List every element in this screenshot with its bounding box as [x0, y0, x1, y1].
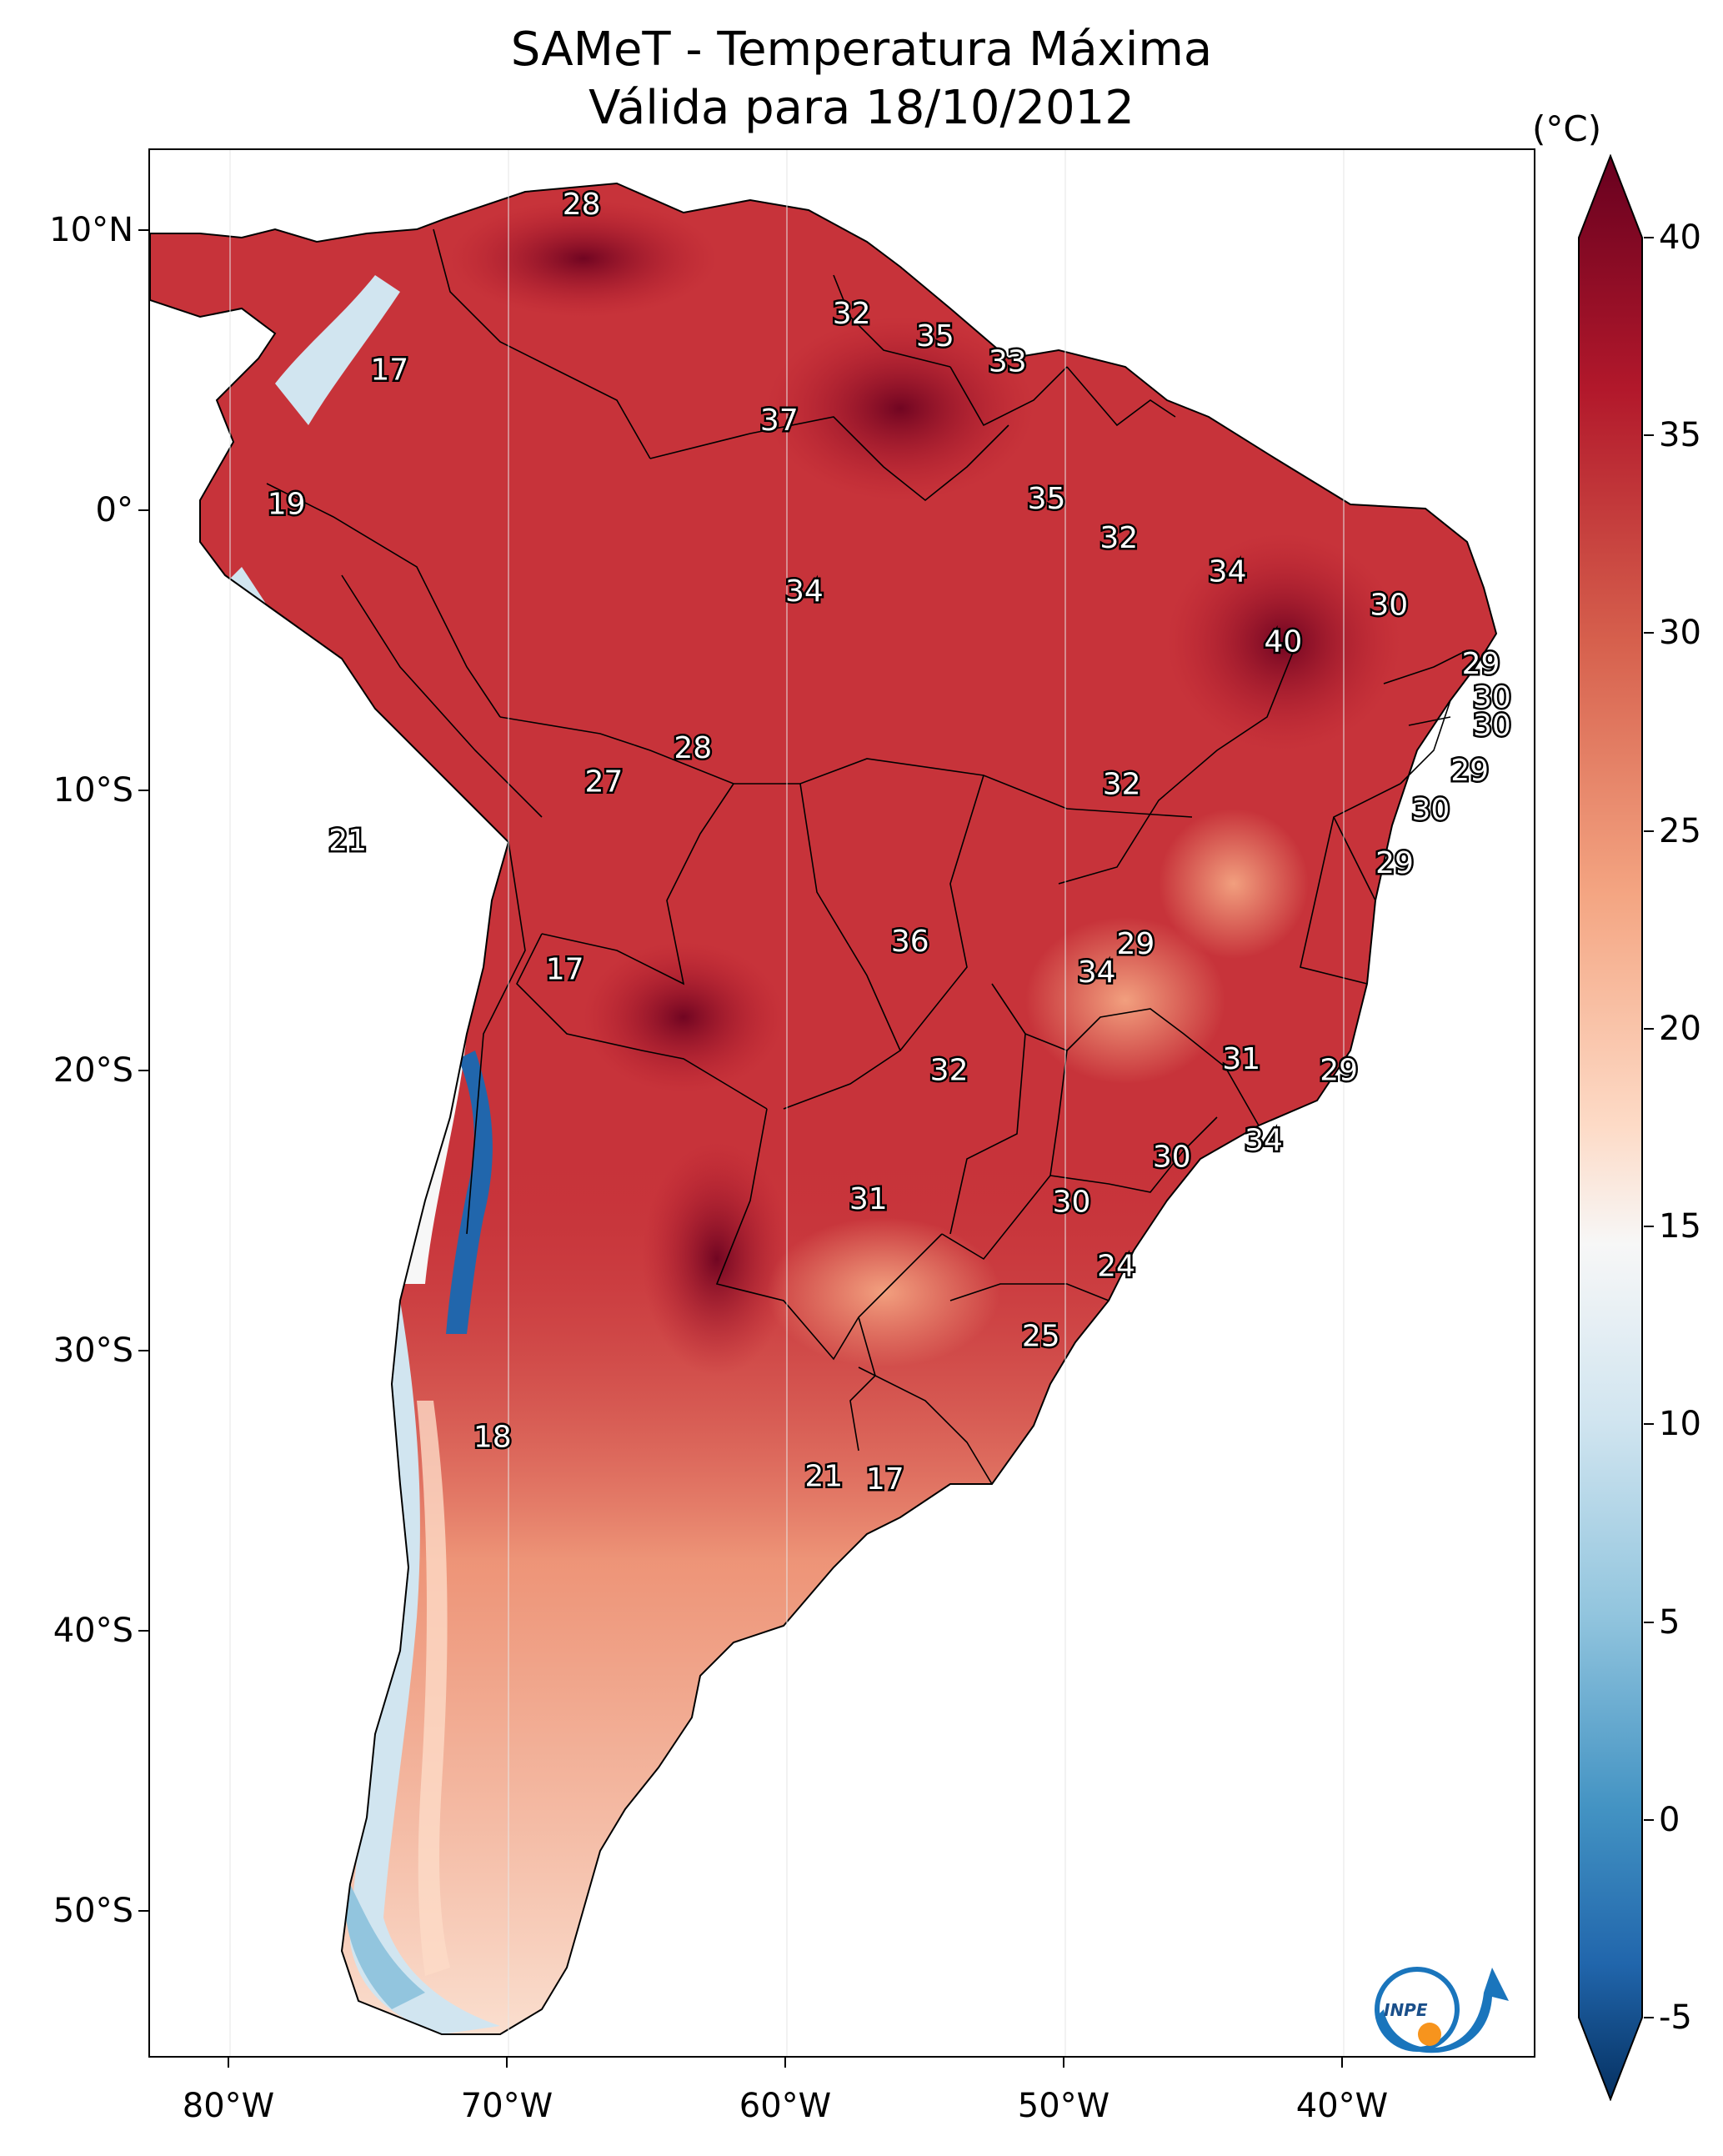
inpe-logo: INPE — [1375, 1967, 1509, 2053]
lat-tick-mark — [138, 1070, 148, 1071]
temperature-value-label: 30 — [1153, 1141, 1191, 1175]
temperature-value-label: 25 — [1022, 1320, 1060, 1354]
temperature-value-label: 37 — [760, 404, 799, 438]
lat-tick-mark — [138, 1350, 148, 1351]
lon-tick-label: 70°W — [460, 2087, 553, 2125]
map-subtitle: Válida para 18/10/2012 — [589, 81, 1134, 135]
temperature-value-label: 29 — [1462, 647, 1500, 681]
lat-tick-mark — [138, 1630, 148, 1632]
temperature-value-label: 17 — [370, 353, 408, 387]
lat-tick-label: 0° — [95, 491, 133, 529]
colorbar-tick-mark — [1644, 830, 1654, 832]
temperature-value-label: 34 — [1245, 1123, 1283, 1157]
temperature-value-label: 31 — [849, 1182, 888, 1216]
temperature-value-label: 33 — [989, 344, 1027, 379]
colorbar-unit-label: (°C) — [1532, 108, 1602, 149]
temperature-value-label: 29 — [1320, 1053, 1358, 1087]
colorbar-tick-mark — [1644, 1027, 1654, 1030]
graticule — [229, 150, 1345, 2056]
temperature-value-label: 17 — [546, 952, 584, 986]
lon-tick-mark — [1341, 2058, 1343, 2068]
colorbar — [1578, 154, 1643, 2101]
temperature-value-label: 21 — [328, 824, 367, 858]
colorbar-tick-label: 30 — [1659, 614, 1701, 653]
svg-text:INPE: INPE — [1384, 2000, 1428, 2020]
temperature-value-label: 28 — [674, 731, 712, 765]
colorbar-tick-label: 0 — [1659, 1800, 1680, 1839]
temperature-value-label: 29 — [1450, 754, 1489, 788]
lat-tick-label: 10°S — [53, 771, 133, 810]
lon-tick-mark — [506, 2058, 508, 2068]
colorbar-tick-mark — [1644, 2017, 1654, 2018]
country-borders — [266, 228, 1468, 1485]
temperature-value-label: 34 — [1078, 955, 1116, 990]
lat-tick-label: 30°S — [53, 1331, 133, 1370]
temperature-value-label: 24 — [1097, 1250, 1135, 1284]
temperature-value-label: 19 — [268, 488, 306, 522]
colorbar-tick-mark — [1644, 237, 1654, 238]
colorbar-tick-mark — [1644, 632, 1654, 634]
temperature-value-label: 32 — [833, 297, 871, 331]
colorbar-tick-mark — [1644, 1226, 1654, 1228]
colorbar-tick-label: 40 — [1659, 218, 1701, 257]
map-panel: INPE 28 17 32 35 33 37 19 35 32 34 34 30 40 29 30 30 28 2… — [148, 148, 1535, 2058]
lat-tick-mark — [138, 790, 148, 791]
temperature-value-label: 40 — [1264, 624, 1302, 659]
lon-tick-label: 40°W — [1295, 2087, 1389, 2125]
lon-tick-label: 80°W — [182, 2087, 275, 2125]
lat-tick-mark — [138, 1910, 148, 1912]
temperature-value-label: 36 — [891, 925, 929, 959]
lat-tick-label: 40°S — [53, 1612, 133, 1650]
colorbar-tick-label: 35 — [1659, 416, 1701, 455]
temperature-value-label: 27 — [585, 765, 624, 799]
temperature-value-label: 30 — [1370, 589, 1408, 623]
temperature-value-label: 29 — [1375, 846, 1414, 880]
colorbar-tick-mark — [1644, 434, 1654, 437]
lat-tick-mark — [138, 229, 148, 231]
temperature-value-label: 30 — [1473, 709, 1511, 743]
colorbar-tick-label: 10 — [1659, 1405, 1701, 1444]
lat-tick-label: 50°S — [53, 1892, 133, 1930]
colorbar-tick-label: 25 — [1659, 811, 1701, 850]
lon-tick-mark — [228, 2058, 229, 2068]
temperature-value-label: 29 — [1116, 927, 1155, 961]
temperature-value-label: 30 — [1053, 1185, 1091, 1219]
lat-tick-mark — [138, 509, 148, 511]
lat-tick-label: 20°S — [53, 1051, 133, 1090]
lon-tick-mark — [784, 2058, 786, 2068]
temperature-value-label: 34 — [1209, 554, 1247, 589]
temperature-value-label: 32 — [1103, 768, 1141, 802]
map-title: SAMeT - Temperatura Máxima — [510, 23, 1213, 77]
temperature-value-label: 21 — [804, 1460, 843, 1494]
colorbar-tick-mark — [1644, 1423, 1654, 1426]
temperature-value-label: 32 — [930, 1053, 969, 1087]
temperature-value-label: 30 — [1473, 681, 1511, 715]
temperature-value-label: 34 — [785, 574, 824, 609]
lon-tick-label: 50°W — [1017, 2087, 1110, 2125]
lat-tick-label: 10°N — [49, 211, 133, 249]
colorbar-tick-label: 5 — [1659, 1602, 1680, 1642]
colorbar-tick-label: 20 — [1659, 1009, 1701, 1048]
colorbar-tick-label: 15 — [1659, 1207, 1701, 1246]
colorbar-tick-mark — [1644, 1621, 1654, 1623]
temperature-value-label: 30 — [1411, 793, 1450, 827]
temperature-value-label: 17 — [866, 1462, 904, 1497]
colorbar-tick-label: -5 — [1659, 1998, 1692, 2037]
colorbar-tick-mark — [1644, 1818, 1654, 1821]
temperature-field — [150, 183, 1496, 2034]
temperature-value-label: 32 — [1099, 521, 1138, 555]
lon-tick-mark — [1063, 2058, 1064, 2068]
temperature-value-label: 35 — [1028, 482, 1066, 516]
temperature-value-label: 35 — [916, 319, 954, 353]
temperature-value-label: 31 — [1222, 1042, 1260, 1076]
lon-tick-label: 60°W — [739, 2087, 832, 2125]
temperature-value-label: 18 — [473, 1421, 512, 1455]
temperature-value-label: 28 — [563, 188, 601, 222]
